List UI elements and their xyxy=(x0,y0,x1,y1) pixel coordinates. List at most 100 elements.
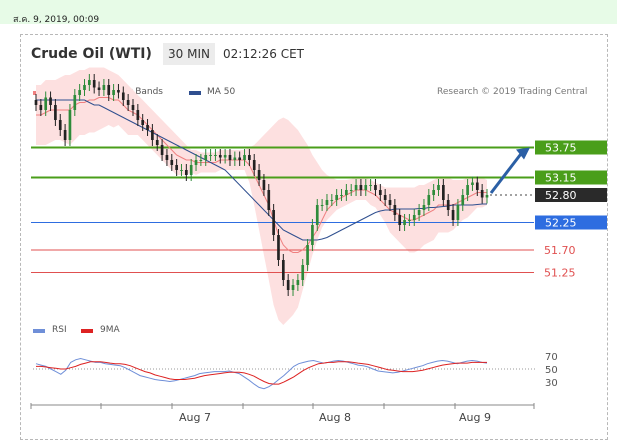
candle-body xyxy=(228,155,232,160)
instrument-title: Crude Oil (WTI) xyxy=(31,46,152,62)
candle-body xyxy=(233,157,237,160)
candle-body xyxy=(306,245,309,265)
candle-body xyxy=(315,205,319,225)
candle-body xyxy=(49,97,52,105)
candle-body xyxy=(39,105,43,110)
candle-body xyxy=(97,87,101,90)
rsi-tick-50: 50 xyxy=(545,365,558,376)
x-tick-label: Aug 9 xyxy=(459,411,491,424)
candle-body xyxy=(311,225,314,245)
level-box-53.15 xyxy=(535,170,607,185)
candle-body xyxy=(214,155,217,156)
candle-body xyxy=(92,80,96,88)
candle-body xyxy=(432,190,435,195)
candle-body xyxy=(34,100,38,105)
candle-body xyxy=(461,195,465,205)
candle-body xyxy=(126,100,130,105)
candle-body xyxy=(184,170,188,175)
candle-body xyxy=(456,205,460,220)
candle-body xyxy=(117,90,120,93)
candle-body xyxy=(446,200,450,210)
rsi-legend-label: RSI xyxy=(52,325,67,335)
candle-body xyxy=(223,155,227,158)
status-bar: ส.ค. 9, 2019, 00:09 xyxy=(0,0,617,25)
level-label-53.15: 53.15 xyxy=(545,172,577,185)
candle-body xyxy=(189,165,193,175)
ma50-line xyxy=(36,99,487,241)
candle-body xyxy=(63,130,67,140)
level-box-53.75 xyxy=(535,140,607,155)
candle-body xyxy=(383,195,387,200)
candle-body xyxy=(442,185,445,200)
rsi-swatch xyxy=(33,329,45,333)
level-label-51.70: 51.70 xyxy=(544,244,576,257)
candle-body xyxy=(451,210,455,220)
candle-body xyxy=(102,85,106,90)
candle-body xyxy=(480,190,484,198)
candle-body xyxy=(262,180,266,190)
candle-body xyxy=(272,210,275,235)
candle-body xyxy=(301,265,305,280)
x-tick-label: Aug 8 xyxy=(319,411,351,424)
candle-body xyxy=(175,165,178,170)
datetime-text: ส.ค. 9, 2019, 00:09 xyxy=(13,15,100,25)
candle-body xyxy=(112,90,115,95)
candle-body xyxy=(340,195,343,196)
candle-body xyxy=(136,110,140,120)
candle-body xyxy=(267,190,271,210)
candle-body xyxy=(277,235,280,260)
candle-body xyxy=(369,185,372,186)
level-box-52.25 xyxy=(535,215,607,230)
level-label-52.25: 52.25 xyxy=(545,217,577,230)
candle-body xyxy=(403,220,406,225)
candle-body xyxy=(374,185,377,190)
level-label-52.80: 52.80 xyxy=(545,189,577,202)
level-box-52.80 xyxy=(535,188,607,202)
candle-body xyxy=(194,160,198,165)
credit-text: Research © 2019 Trading Central xyxy=(437,87,588,97)
candle-body xyxy=(73,95,77,110)
candle-body xyxy=(286,280,290,290)
candle-body xyxy=(291,285,295,290)
candle-body xyxy=(238,157,242,160)
candle-body xyxy=(151,130,154,140)
candle-body xyxy=(44,97,48,110)
rsi-line xyxy=(35,357,488,390)
candle-body xyxy=(364,185,368,190)
candle-body xyxy=(359,185,363,190)
candle-body xyxy=(345,190,348,195)
candle-body xyxy=(88,80,91,85)
candle-body xyxy=(378,190,382,195)
candle-body xyxy=(475,182,479,190)
candle-body xyxy=(107,85,111,95)
candle-body xyxy=(209,155,212,156)
candle-body xyxy=(141,120,145,125)
candle-body xyxy=(83,85,86,90)
bollinger-band xyxy=(36,67,487,325)
candle-body xyxy=(296,280,300,285)
candle-body xyxy=(199,160,203,161)
candle-body xyxy=(281,260,285,280)
candle-body xyxy=(398,215,402,225)
x-tick-label: Aug 7 xyxy=(179,411,211,424)
candle-body xyxy=(165,155,169,160)
timeframe-badge[interactable]: 30 MIN xyxy=(163,43,215,65)
ma9-swatch xyxy=(81,329,93,333)
candle-body xyxy=(121,92,125,100)
candle-body xyxy=(58,120,62,130)
ma50-swatch xyxy=(189,91,201,95)
ma9-legend-label: 9MA xyxy=(100,325,120,335)
rsi-tick-70: 70 xyxy=(545,352,558,363)
candle-body xyxy=(388,200,392,205)
forecast-arrow xyxy=(489,151,524,194)
candle-body xyxy=(349,190,353,191)
candle-body xyxy=(437,185,440,190)
candle-body xyxy=(325,200,329,205)
candle-body xyxy=(146,125,149,130)
candle-body xyxy=(68,110,72,140)
candle-body xyxy=(131,105,135,110)
forecast-arrowhead xyxy=(516,147,530,160)
candle-body xyxy=(155,140,159,145)
candle-body xyxy=(417,210,421,215)
